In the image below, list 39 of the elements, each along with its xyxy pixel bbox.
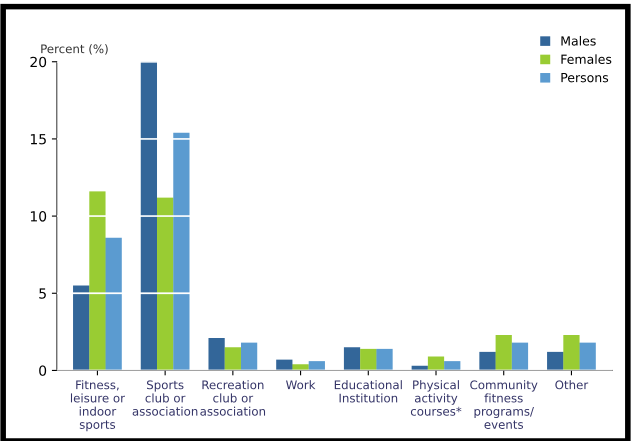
x-tick-label: Educational Institution xyxy=(334,380,402,403)
bar xyxy=(140,62,158,370)
bar xyxy=(308,361,325,370)
bar xyxy=(428,356,444,370)
legend-label: Males xyxy=(561,36,596,46)
y-tick-label: 15 xyxy=(30,134,46,144)
x-tick-label: Physical activity courses* xyxy=(410,380,462,416)
bar xyxy=(547,352,564,370)
bar xyxy=(106,238,122,370)
bar xyxy=(444,361,460,370)
bar xyxy=(224,347,241,370)
bar xyxy=(240,342,258,370)
bar xyxy=(360,348,376,370)
bar xyxy=(479,352,496,370)
x-tick-label: Sports club or association xyxy=(132,380,198,416)
legend-label: Females xyxy=(561,54,612,64)
y-tick-label: 10 xyxy=(30,211,46,222)
bar xyxy=(157,198,174,370)
bar xyxy=(496,334,512,370)
bar xyxy=(208,338,225,370)
bar xyxy=(173,132,190,370)
bar xyxy=(344,347,360,370)
x-tick-label: Other xyxy=(555,380,588,390)
bar xyxy=(89,191,106,370)
x-tick-label: Work xyxy=(286,380,316,390)
bar xyxy=(276,360,292,370)
x-tick-label: Community fitness programs/ events xyxy=(470,380,538,429)
bar xyxy=(512,342,528,370)
bar xyxy=(563,334,580,370)
bar xyxy=(376,348,393,370)
bar xyxy=(580,342,596,370)
x-tick-label: Fitness, leisure or indoor sports xyxy=(70,380,125,432)
y-tick-label: 20 xyxy=(30,56,46,68)
legend-label: Persons xyxy=(561,73,608,82)
y-tick-label: 0 xyxy=(39,365,46,376)
bar xyxy=(73,286,90,370)
x-tick-label: Recreation club or association xyxy=(200,380,266,416)
y-axis-title: Percent (%) xyxy=(41,44,108,55)
y-tick-label: 5 xyxy=(39,288,46,299)
